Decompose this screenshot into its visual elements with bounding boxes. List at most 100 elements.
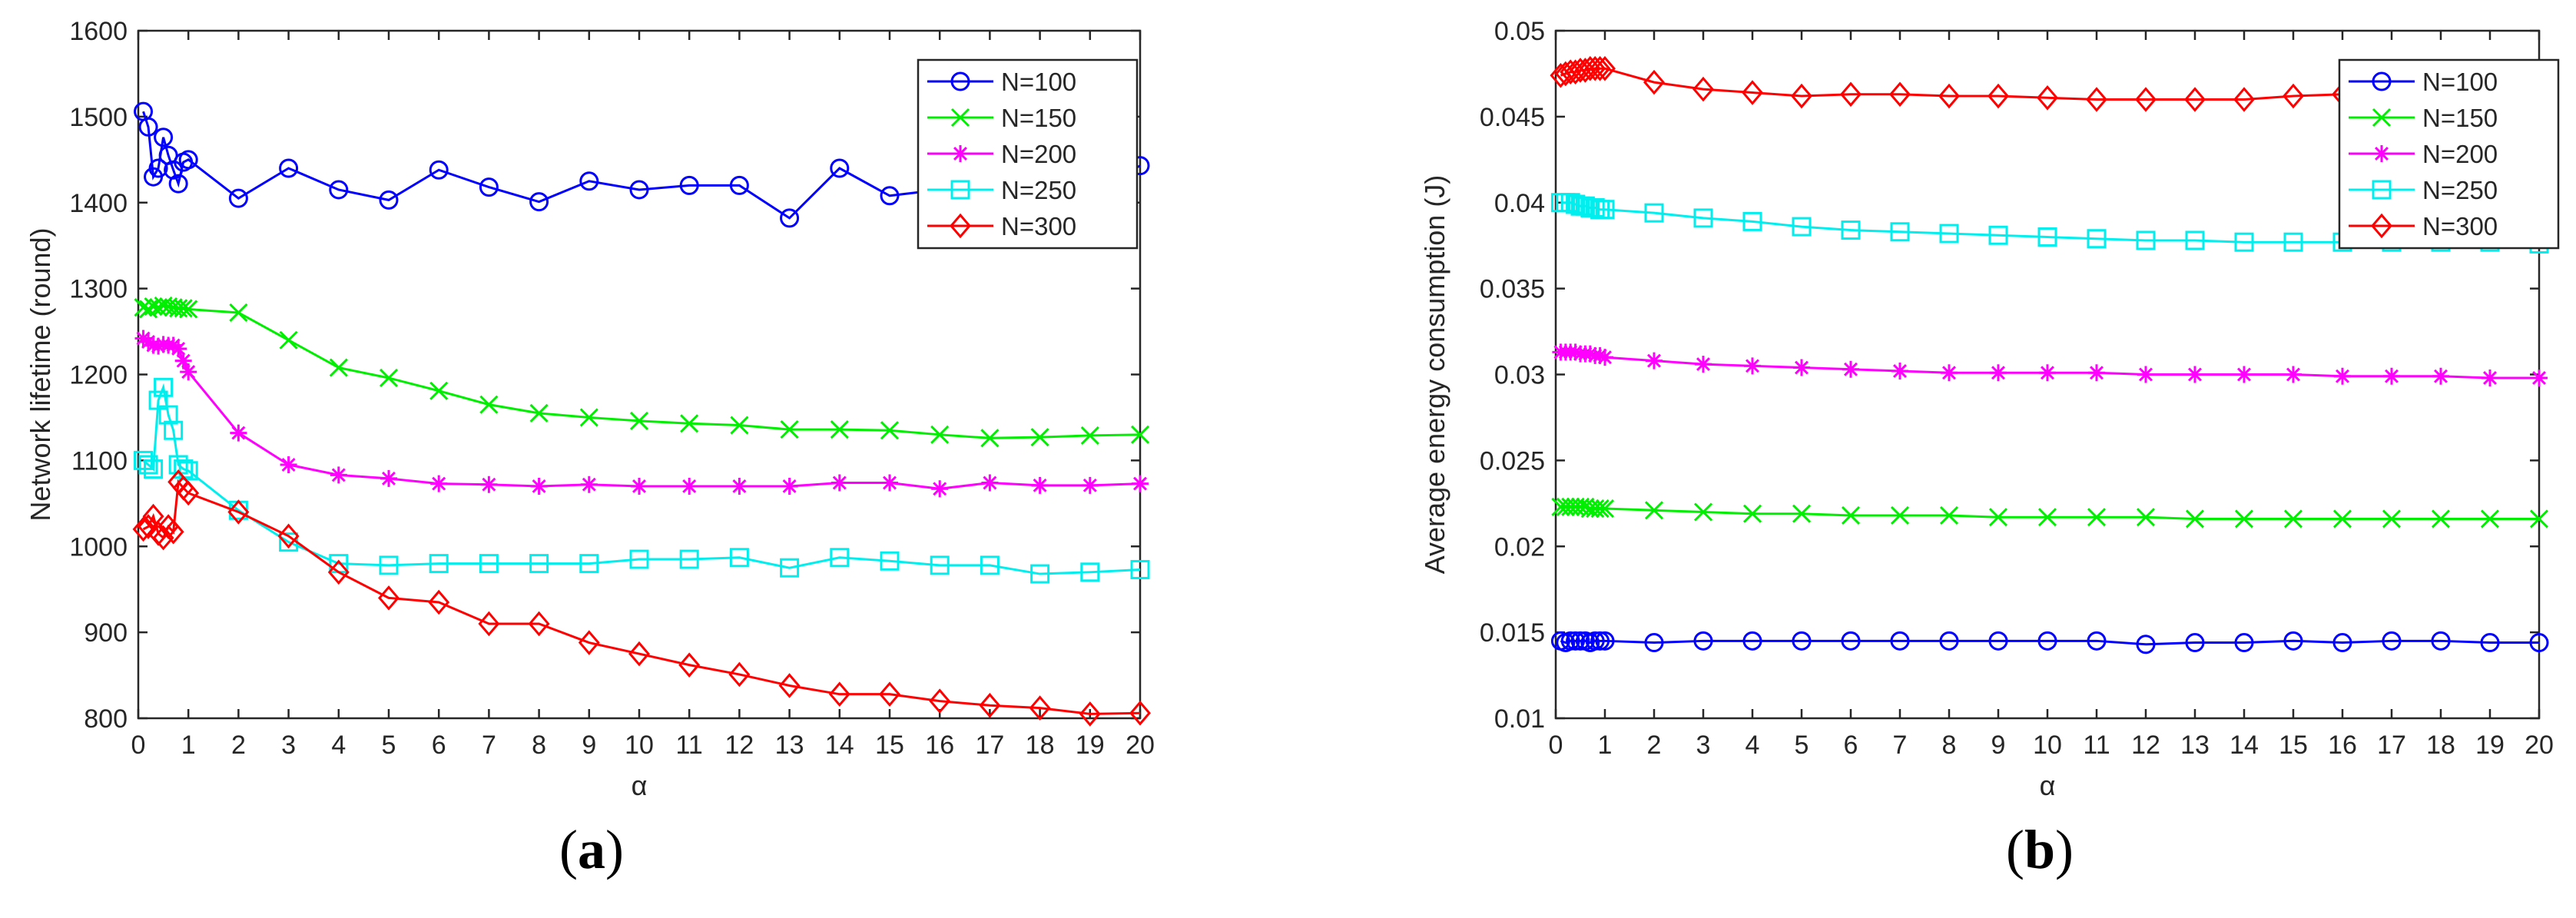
- data-point: [1990, 364, 2007, 382]
- data-point: [158, 405, 178, 425]
- data-point: [2185, 509, 2205, 529]
- panel-label-letter: b: [2024, 819, 2055, 880]
- x-tick-label: 4: [331, 731, 346, 760]
- legend-marker: [2372, 108, 2392, 128]
- data-point: [154, 377, 174, 397]
- y-tick-label: 1200: [69, 361, 128, 390]
- data-point: [2531, 369, 2548, 386]
- data-point: [2136, 635, 2156, 655]
- data-point: [379, 368, 399, 388]
- data-point: [1939, 505, 1959, 525]
- data-point: [480, 476, 498, 493]
- data-point: [178, 461, 198, 481]
- data-point: [880, 421, 900, 440]
- data-point: [2136, 230, 2156, 250]
- data-point: [731, 477, 748, 495]
- data-point: [138, 455, 158, 475]
- data-point: [1031, 476, 1049, 494]
- data-point: [1081, 476, 1099, 494]
- legend-entry: N=300: [2349, 212, 2498, 240]
- data-point: [1130, 425, 1150, 444]
- data-point: [1891, 363, 1908, 380]
- data-point: [529, 192, 549, 212]
- legend-entry: N=200: [2349, 140, 2498, 168]
- data-point: [2432, 367, 2449, 385]
- data-point: [380, 469, 397, 487]
- data-point: [1566, 631, 1586, 651]
- data-point: [150, 337, 167, 355]
- data-point: [168, 455, 188, 475]
- data-point: [2234, 232, 2254, 252]
- y-tick-label: 1300: [69, 275, 128, 304]
- data-point: [429, 381, 449, 400]
- data-point: [479, 177, 499, 197]
- data-point: [2037, 508, 2057, 527]
- data-point: [1080, 426, 1099, 445]
- data-point: [164, 420, 184, 440]
- x-tick-label: 16: [925, 731, 954, 760]
- x-tick-label: 13: [775, 731, 804, 760]
- data-point: [1590, 631, 1610, 651]
- data-point: [179, 300, 198, 319]
- data-point: [479, 554, 499, 574]
- data-point: [428, 589, 450, 615]
- y-tick-label: 0.035: [1480, 275, 1545, 304]
- data-point: [1584, 55, 1606, 81]
- series-n-200: [134, 330, 1149, 498]
- x-tick-label: 3: [281, 731, 296, 760]
- data-point: [2480, 509, 2500, 529]
- data-point: [930, 555, 950, 575]
- y-tick-label: 0.045: [1480, 103, 1545, 132]
- x-tick-label: 6: [432, 731, 446, 760]
- legend-marker: [950, 108, 970, 128]
- data-point: [830, 474, 848, 492]
- data-point: [1744, 357, 1761, 375]
- data-point: [170, 340, 187, 357]
- series-n-300: [132, 469, 1151, 727]
- data-point: [2382, 631, 2402, 651]
- data-point: [379, 555, 399, 575]
- legend-entry: N=100: [2349, 68, 2498, 96]
- series-n-200: [1552, 343, 2548, 386]
- y-tick-label: 1400: [69, 189, 128, 218]
- data-point: [2283, 509, 2303, 529]
- panel-label-close: ): [605, 819, 624, 880]
- data-point: [729, 175, 749, 195]
- y-tick-label: 0.02: [1494, 532, 1545, 562]
- x-tick-label: 13: [2180, 731, 2210, 760]
- data-point: [2087, 631, 2107, 651]
- x-tick-label: 0: [1549, 731, 1563, 760]
- data-point: [1595, 499, 1615, 519]
- data-point: [2482, 369, 2498, 386]
- x-axis-label: α: [2040, 770, 2056, 801]
- legend-entry: N=300: [927, 212, 1076, 240]
- data-point: [1560, 193, 1580, 213]
- data-point: [1079, 701, 1101, 727]
- data-point: [931, 480, 949, 498]
- y-tick-label: 0.01: [1494, 704, 1545, 734]
- data-point: [1129, 700, 1151, 726]
- data-point: [1792, 631, 1812, 651]
- y-tick-label: 0.05: [1494, 17, 1545, 46]
- data-point: [1566, 194, 1586, 214]
- data-point: [781, 477, 798, 495]
- data-point: [1938, 83, 1960, 109]
- legend-label: N=250: [2422, 176, 2498, 204]
- y-axis-label: Network lifetime (round): [25, 227, 56, 521]
- data-point: [2186, 366, 2203, 383]
- x-tick-label: 11: [2083, 731, 2110, 760]
- data-point: [2236, 366, 2253, 383]
- data-point: [1890, 505, 1910, 525]
- legend-label: N=300: [2422, 212, 2498, 240]
- data-point: [1030, 428, 1049, 447]
- legend-label: N=300: [1001, 212, 1076, 240]
- x-tick-label: 9: [1991, 731, 2006, 760]
- x-tick-label: 14: [825, 731, 854, 760]
- data-point: [631, 477, 648, 495]
- data-point: [2039, 364, 2056, 382]
- data-point: [154, 128, 174, 147]
- data-point: [830, 158, 850, 178]
- y-tick-label: 0.015: [1480, 618, 1545, 648]
- data-point: [2285, 366, 2302, 383]
- data-point: [629, 549, 649, 569]
